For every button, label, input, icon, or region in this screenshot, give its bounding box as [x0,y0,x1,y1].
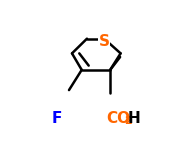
Text: H: H [128,111,141,126]
Text: CO: CO [106,111,130,126]
Text: F: F [52,111,62,126]
Text: 2: 2 [124,116,132,126]
Text: S: S [99,34,110,49]
